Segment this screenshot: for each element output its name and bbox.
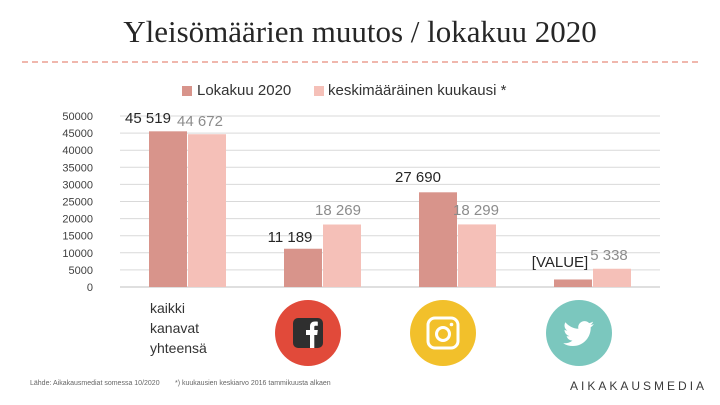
data-label-series-b: 18 299: [453, 202, 499, 219]
legend-label-series-a: Lokakuu 2020: [197, 82, 292, 99]
data-label-series-a: 11 189: [268, 229, 313, 246]
data-label-series-b: 5 338: [590, 247, 628, 264]
legend-label-series-b: keskimääräinen kuukausi *: [328, 82, 507, 99]
legend-swatch-series-b: [314, 86, 324, 96]
bar-series-b: [458, 224, 496, 287]
title-divider: [22, 61, 698, 63]
y-tick-label: 20000: [62, 214, 93, 226]
y-tick-label: 45000: [62, 128, 93, 140]
footnote: *) kuukausien keskiarvo 2016 tammikuusta…: [175, 380, 331, 387]
bar-series-a: [149, 131, 187, 287]
y-tick-label: 35000: [62, 162, 93, 174]
data-label-series-a: 45 519: [125, 110, 171, 127]
category-label-line: yhteensä: [150, 340, 207, 356]
bar-series-b: [593, 268, 631, 287]
y-tick-label: 10000: [62, 248, 93, 260]
category-label-line: kanavat: [150, 320, 200, 336]
y-tick-label: 25000: [62, 197, 93, 209]
category-label-all-channels: kaikki kanavat yhteensä: [150, 298, 230, 358]
y-tick-label: 5000: [69, 265, 93, 277]
data-label-series-a: [VALUE]: [532, 254, 588, 271]
source-note: Lähde: Aikakausmediat somessa 10/2020: [30, 380, 160, 387]
page-title: Yleisömäärien muutos / lokakuu 2020: [123, 14, 597, 49]
y-tick-label: 50000: [62, 111, 93, 123]
bar-series-b: [188, 134, 226, 287]
bar-series-a: [284, 248, 322, 287]
y-tick-label: 40000: [62, 145, 93, 157]
legend-swatch-series-a: [182, 86, 192, 96]
data-label-series-b: 18 269: [315, 202, 361, 219]
bar-series-a: [554, 279, 592, 287]
y-tick-label: 15000: [62, 231, 93, 243]
bar-series-a: [419, 192, 457, 287]
facebook-icon: [275, 300, 341, 366]
twitter-icon: [546, 300, 612, 366]
data-label-series-b: 44 672: [177, 113, 223, 130]
brand-logo-text: AIKAKAUSMEDIA: [570, 379, 708, 393]
y-tick-label: 30000: [62, 179, 93, 191]
data-label-series-a: 27 690: [395, 169, 441, 186]
category-label-line: kaikki: [150, 300, 186, 316]
y-tick-label: 0: [87, 282, 93, 294]
instagram-icon: [410, 300, 476, 366]
bar-series-b: [323, 224, 361, 287]
